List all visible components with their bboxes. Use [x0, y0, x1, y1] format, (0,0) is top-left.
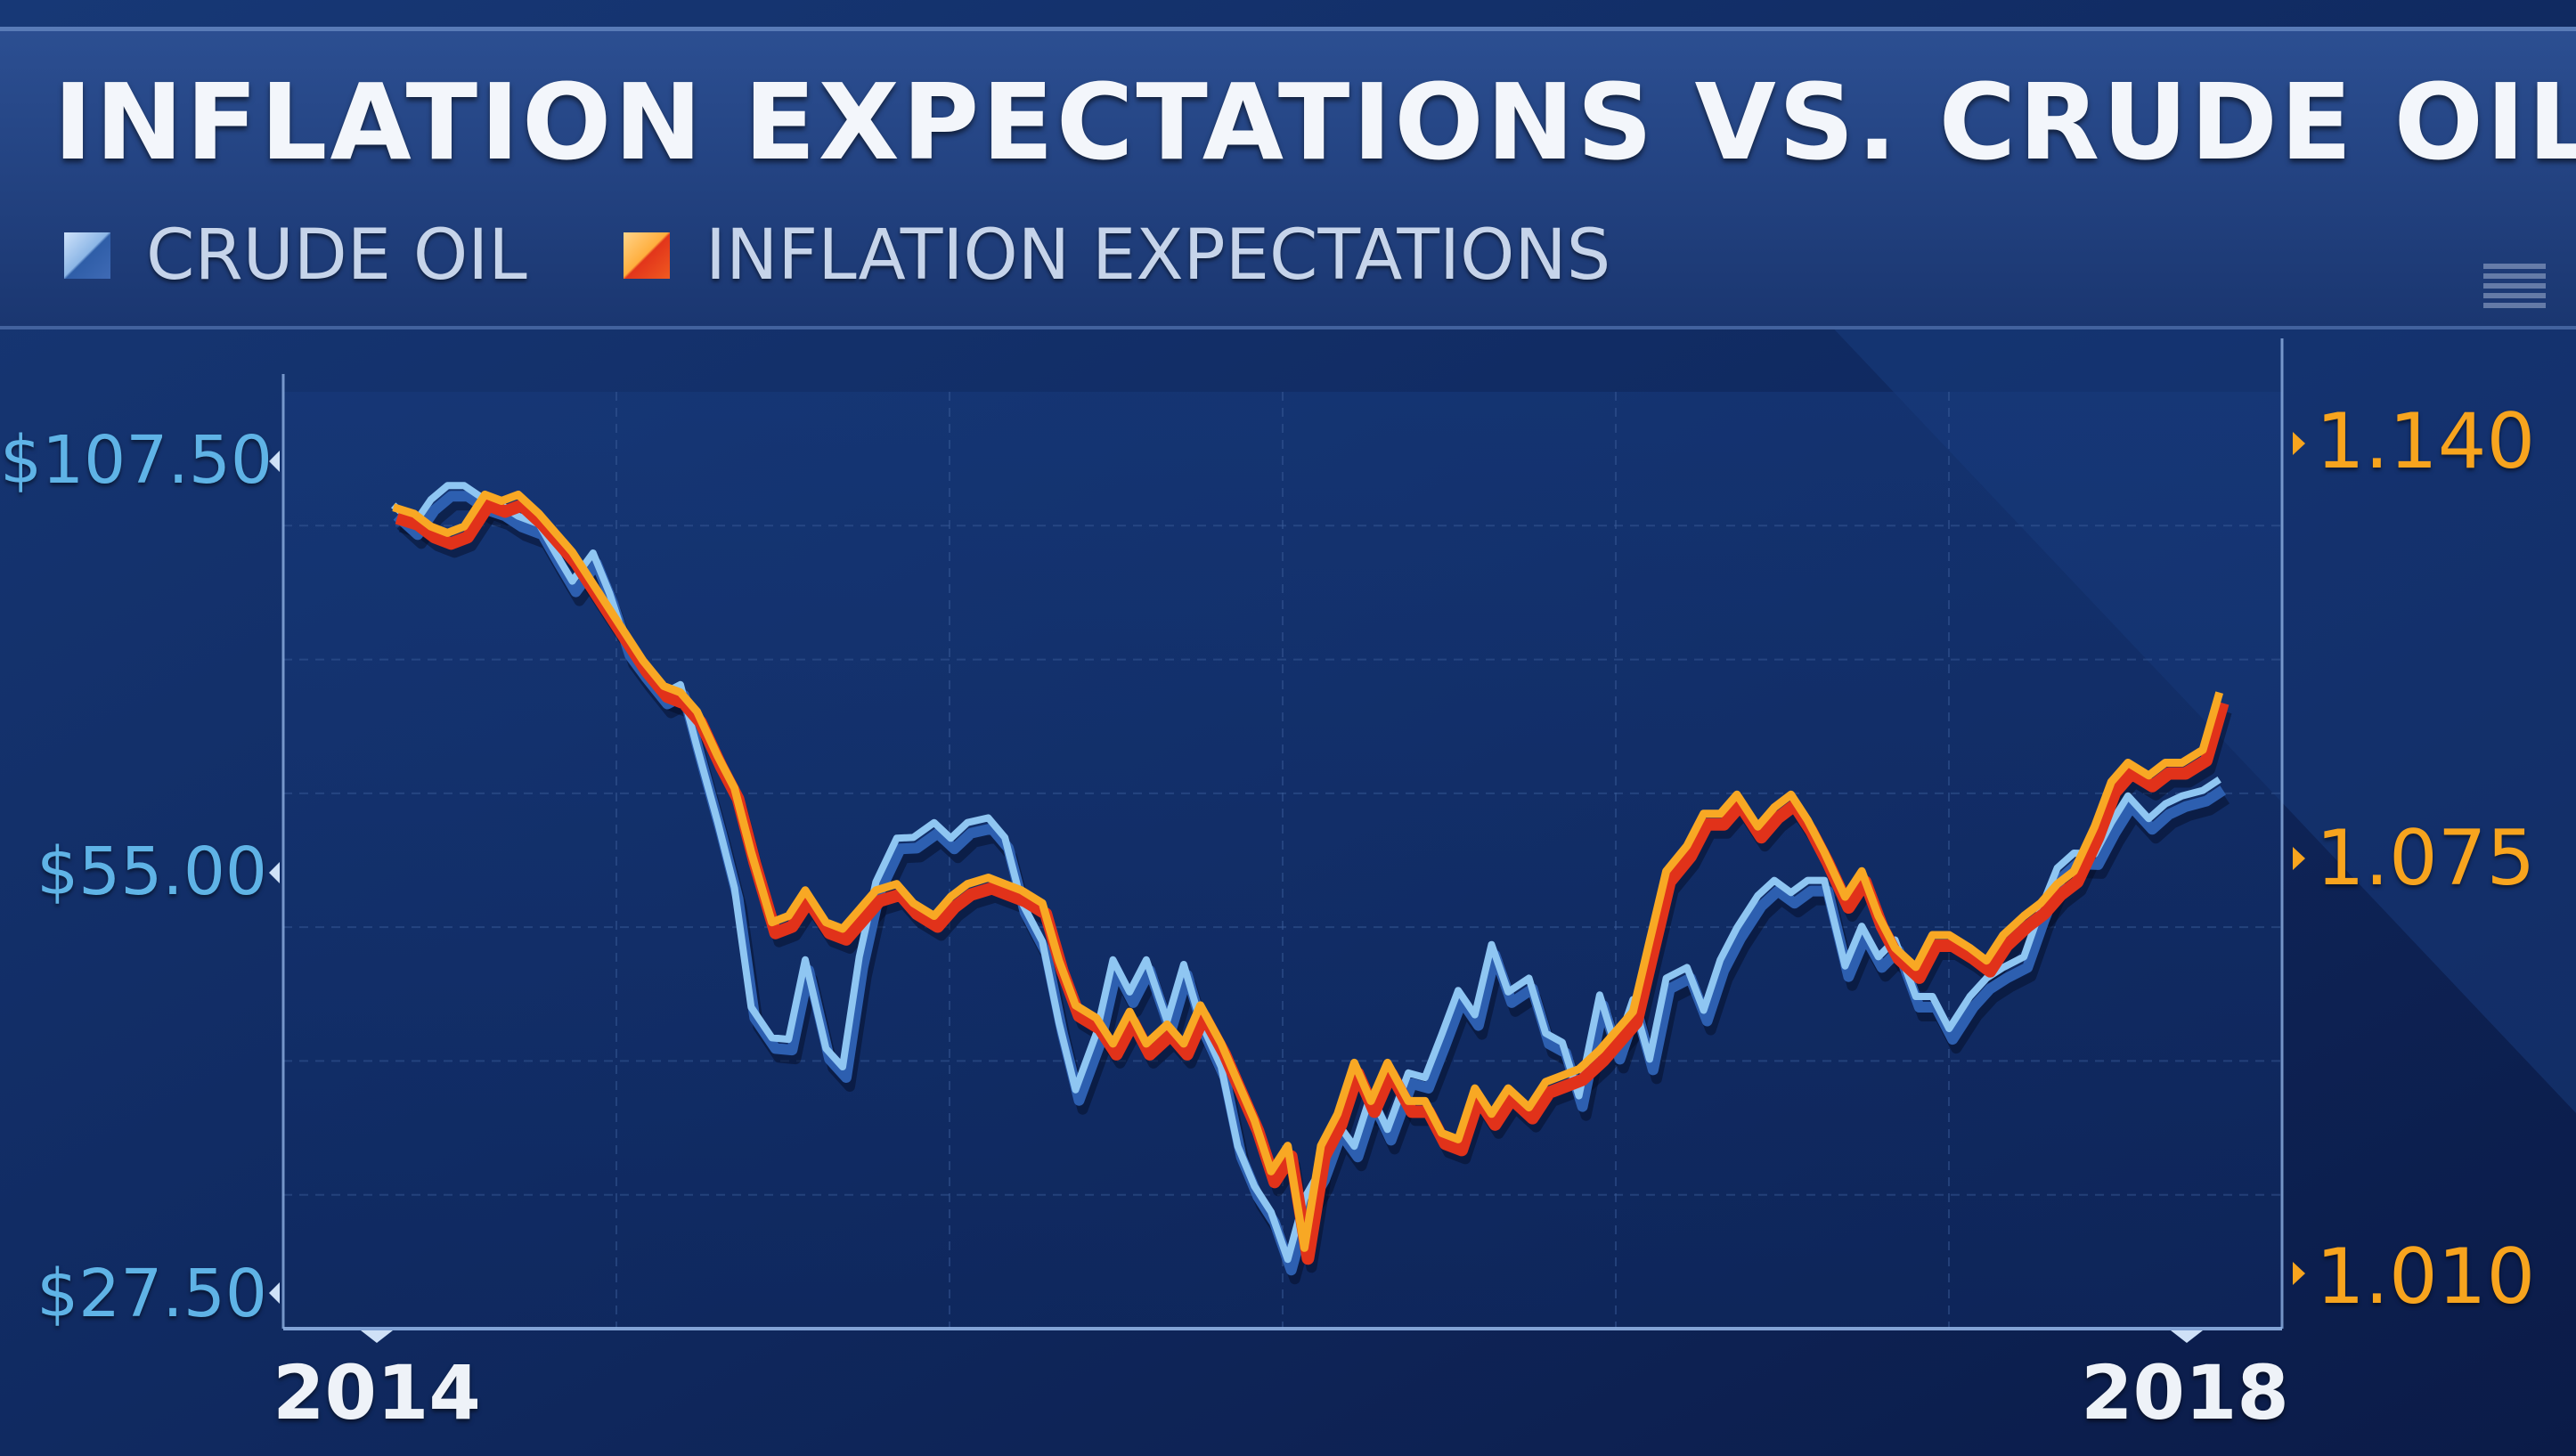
legend-swatch-crude-oil: [64, 232, 110, 279]
y-left-tick-mark: [269, 862, 280, 883]
menu-lines-icon: [2483, 264, 2546, 319]
inflation-line: [392, 490, 2224, 1252]
y-left-tick-label: $27.50: [37, 1256, 267, 1332]
x-tick-mark: [2171, 1330, 2203, 1343]
x-tick-label: 2018: [2081, 1349, 2289, 1436]
inflation-shadow: [398, 508, 2232, 1273]
y-right-tick-label: 1.010: [2316, 1232, 2536, 1322]
y-left-tick-label: $55.00: [37, 834, 267, 910]
y-left-tick-mark: [269, 451, 280, 472]
y-right-tick-mark: [2293, 432, 2305, 455]
y-left-tick-mark: [269, 1282, 280, 1304]
chart-title: INFLATION EXPECTATIONS VS. CRUDE OIL: [53, 61, 2576, 183]
legend-swatch-inflation: [624, 232, 670, 279]
x-tick-label: 2014: [273, 1349, 481, 1436]
crude-oil-line: [391, 482, 2221, 1264]
y-right-tick-mark: [2293, 847, 2305, 870]
legend-label-crude-oil: CRUDE OIL: [146, 216, 527, 296]
y-right-tick-label: 1.140: [2316, 397, 2536, 486]
y-left-tick-label: $107.50: [0, 422, 273, 499]
title-banner: [0, 27, 2576, 329]
legend-item-crude-oil: CRUDE OIL: [64, 216, 527, 296]
crude-oil-shadow: [396, 500, 2230, 1285]
y-right-tick-label: 1.075: [2316, 814, 2536, 903]
y-right-tick-mark: [2293, 1262, 2305, 1285]
x-tick-mark: [361, 1330, 393, 1343]
legend-item-inflation: INFLATION EXPECTATIONS: [624, 216, 1610, 296]
legend-label-inflation: INFLATION EXPECTATIONS: [705, 216, 1611, 296]
